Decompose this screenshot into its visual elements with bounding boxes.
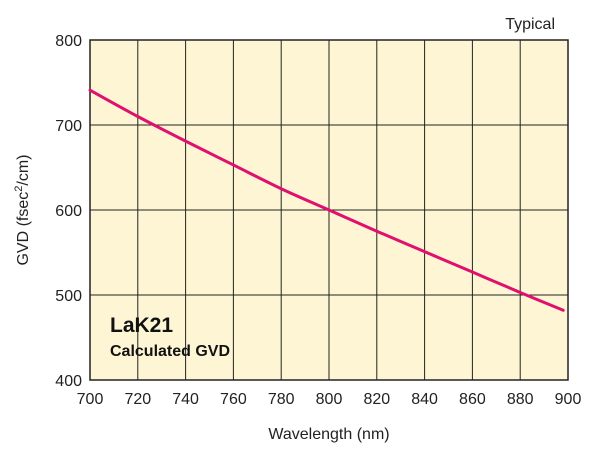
x-tick-label: 820 — [363, 391, 390, 408]
material-label: LaK21 — [110, 314, 173, 337]
y-tick-label: 800 — [55, 33, 82, 50]
plot-frame — [89, 39, 569, 381]
y-tick-label: 500 — [55, 288, 82, 305]
y-tick-label: 600 — [55, 203, 82, 220]
y-tick-label: 700 — [55, 118, 82, 135]
x-tick-label: 880 — [507, 391, 534, 408]
typical-note: Typical — [505, 16, 555, 33]
x-tick-label: 860 — [459, 391, 486, 408]
gvd-line — [88, 88, 565, 312]
x-tick-label: 700 — [77, 391, 104, 408]
y-axis-title: GVD (fsec2/cm) — [13, 154, 32, 265]
x-axis-title: Wavelength (nm) — [268, 426, 389, 443]
series-group — [88, 88, 565, 312]
y-axis-title-prefix: GVD (fsec — [15, 192, 32, 266]
x-tick-label: 720 — [124, 391, 151, 408]
annotation-subtitle: Calculated GVD — [110, 343, 230, 360]
y-tick-labels: 400 500 600 700 800 — [55, 33, 82, 390]
x-tick-label: 800 — [316, 391, 343, 408]
y-tick-label: 400 — [55, 373, 82, 390]
y-axis-title-suffix: /cm) — [15, 154, 32, 185]
y-axis-title-superscript: 2 — [13, 186, 25, 192]
x-tick-label: 900 — [555, 391, 582, 408]
x-tick-labels: 700 720 740 760 780 800 820 840 860 880 900 — [77, 391, 582, 408]
x-tick-label: 760 — [220, 391, 247, 408]
x-tick-label: 840 — [411, 391, 438, 408]
x-tick-label: 780 — [268, 391, 295, 408]
x-tick-label: 740 — [172, 391, 199, 408]
